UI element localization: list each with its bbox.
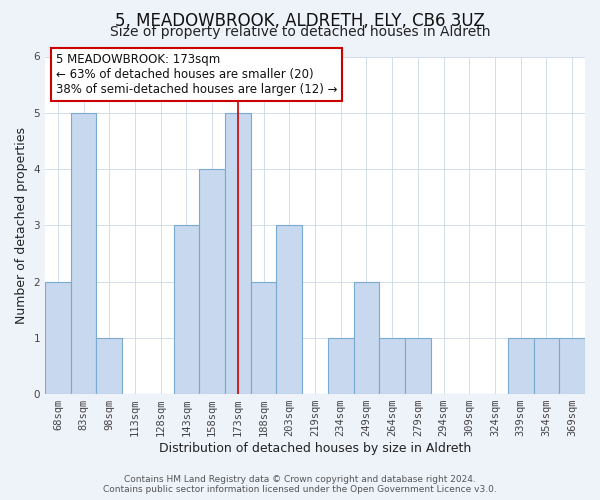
Bar <box>328 338 353 394</box>
Bar <box>199 169 225 394</box>
Bar <box>225 113 251 394</box>
X-axis label: Distribution of detached houses by size in Aldreth: Distribution of detached houses by size … <box>159 442 471 455</box>
Bar <box>379 338 405 394</box>
Bar <box>45 282 71 394</box>
Text: Contains HM Land Registry data © Crown copyright and database right 2024.
Contai: Contains HM Land Registry data © Crown c… <box>103 474 497 494</box>
Bar <box>277 226 302 394</box>
Bar <box>508 338 533 394</box>
Bar <box>533 338 559 394</box>
Bar <box>405 338 431 394</box>
Text: 5 MEADOWBROOK: 173sqm
← 63% of detached houses are smaller (20)
38% of semi-deta: 5 MEADOWBROOK: 173sqm ← 63% of detached … <box>56 53 337 96</box>
Bar <box>559 338 585 394</box>
Bar <box>353 282 379 394</box>
Y-axis label: Number of detached properties: Number of detached properties <box>15 127 28 324</box>
Bar <box>71 113 97 394</box>
Text: Size of property relative to detached houses in Aldreth: Size of property relative to detached ho… <box>110 25 490 39</box>
Text: 5, MEADOWBROOK, ALDRETH, ELY, CB6 3UZ: 5, MEADOWBROOK, ALDRETH, ELY, CB6 3UZ <box>115 12 485 30</box>
Bar <box>251 282 277 394</box>
Bar <box>97 338 122 394</box>
Bar <box>173 226 199 394</box>
